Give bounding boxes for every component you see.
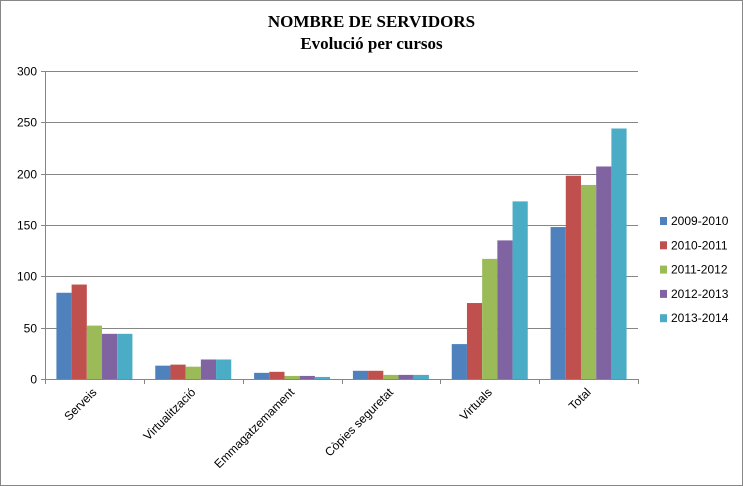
x-tick-label: Còpies seguretat [322,385,397,460]
bar [216,359,232,379]
bar [466,303,483,379]
bar [580,184,597,379]
bar [86,325,103,379]
bar [284,375,300,379]
bar [170,364,186,379]
bar [299,375,315,379]
legend-label: 2011-2012 [671,263,728,277]
bar [71,284,87,379]
x-tick-label: Total [566,385,594,413]
chart-subtitle: Evolució per cursos [300,34,443,53]
bar [314,376,331,379]
legend-swatch [660,289,667,298]
bar [368,370,384,379]
gridlines [45,71,638,329]
y-tick-label: 100 [17,270,37,284]
bars [56,128,627,379]
bar [56,292,72,379]
legend-label: 2012-2013 [671,287,729,301]
bar [482,258,498,379]
y-tick-label: 250 [17,116,37,130]
legend-swatch [660,314,667,323]
bar [596,166,612,379]
y-tick-label: 300 [17,65,37,79]
bar [200,359,217,379]
bar [185,366,201,379]
x-tick-label: Emmagatzemament [211,385,297,471]
legend-swatch [660,241,667,250]
legend-label: 2013-2014 [671,311,729,325]
bar [254,372,270,379]
bar [451,344,467,379]
bar [512,201,528,379]
bar [117,333,133,379]
chart-title: NOMBRE DE SERVIDORS [267,12,476,31]
x-tick-label: Serveis [61,385,99,423]
y-tick-labels: 0 50 100 150 200 250 300 [17,65,37,387]
y-tick-label: 200 [17,168,37,182]
x-tick-label: Virtualització [141,385,199,443]
bar [550,227,566,379]
bar [413,374,429,379]
y-tick-label: 0 [30,373,37,387]
bar [398,374,414,379]
legend-label: 2010-2011 [671,238,728,252]
bar [155,365,171,379]
chart-title-block: NOMBRE DE SERVIDORS Evolució per cursos [1,11,742,55]
legend: 2009-2010 2010-2011 2011-2012 2012-2013 2013… [660,214,729,325]
bar [497,240,513,379]
bar [611,128,627,379]
bar [102,333,118,379]
legend-swatch [660,265,667,274]
x-tick-labels: Serveis Virtualització Emmagatzemament Còpi… [61,385,593,471]
bar [352,370,369,379]
x-tick-label: Virtuals [457,385,495,423]
axes [41,71,639,384]
y-tick-label: 150 [17,219,37,233]
bar [565,175,581,379]
legend-swatch [660,217,667,225]
legend-label: 2009-2010 [671,214,729,228]
y-tick-label: 50 [24,322,38,336]
bar [383,374,399,379]
bar [269,371,285,379]
